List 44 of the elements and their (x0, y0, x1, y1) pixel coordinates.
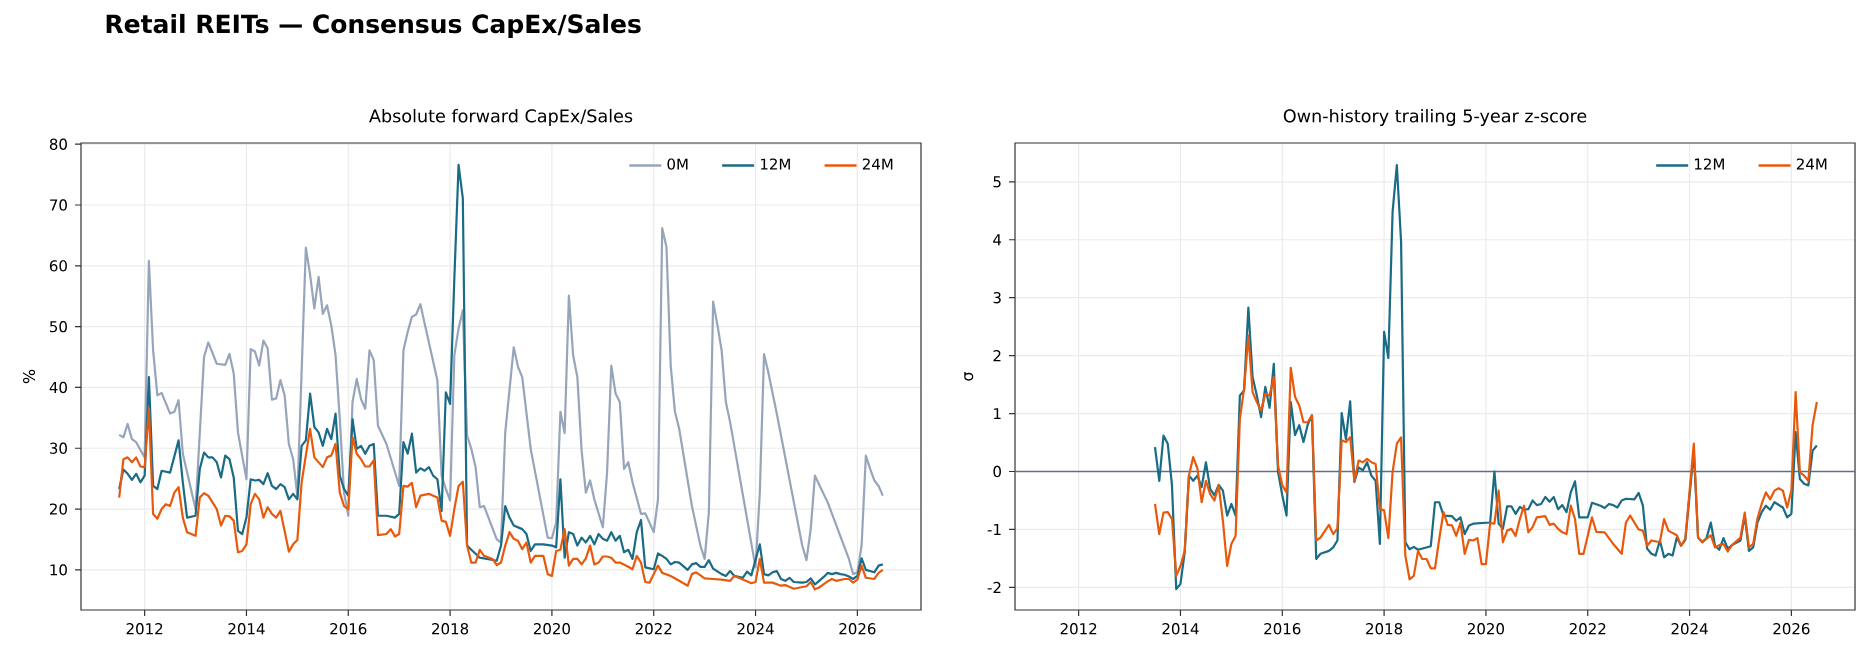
y-tick-label: 0 (993, 465, 1001, 478)
y-tick-label: 4 (993, 234, 1002, 246)
y-tick-label: 80 (49, 138, 67, 150)
y-tick-label: 10 (50, 564, 67, 576)
x-tick-label: 2022 (1569, 623, 1606, 635)
y-tick-label: -1 (987, 524, 1001, 535)
legend-label: 12M (1695, 158, 1724, 170)
y-tick-label: 60 (49, 260, 67, 272)
legend-label: 0M (667, 158, 688, 170)
y-tick-label: 1 (994, 408, 1001, 420)
x-tick-label: 2014 (1162, 623, 1199, 635)
y-tick-label: 50 (50, 320, 67, 333)
x-tick-label: 2018 (432, 623, 469, 635)
x-tick-label: 2014 (228, 623, 265, 635)
y-tick-label: 70 (50, 199, 67, 211)
y-tick-label: 2 (993, 350, 1001, 362)
text: Retail REITs — Consensus CapEx/Sales (106, 13, 641, 39)
chart-title: Own-history trailing 5-year z-score (1283, 108, 1587, 126)
x-tick-label: 2026 (1773, 623, 1810, 635)
x-tick-label: 2026 (839, 623, 876, 635)
y-tick-label: 5 (993, 176, 1001, 188)
y-axis-title: σ (964, 371, 974, 381)
x-tick-label: 2024 (737, 623, 774, 635)
y-tick-label: 40 (49, 381, 67, 394)
x-tick-label: 2012 (126, 623, 163, 635)
y-axis-title: % (23, 369, 36, 384)
legend-label: 24M (862, 158, 893, 170)
y-tick-label: 3 (993, 292, 1001, 304)
line-series (1153, 334, 1818, 581)
x-tick-label: 2024 (1671, 623, 1708, 635)
legend-label: 12M (761, 158, 790, 170)
legend-label: 24M (1796, 158, 1827, 170)
x-tick-label: 2016 (1264, 623, 1301, 635)
line-series (118, 227, 884, 576)
x-tick-label: 2016 (330, 623, 367, 635)
chart-title: Absolute forward CapEx/Sales (369, 108, 633, 126)
x-tick-label: 2018 (1366, 623, 1403, 635)
x-tick-label: 2020 (1467, 623, 1504, 635)
y-tick-label: 30 (49, 442, 67, 454)
y-tick-label: -2 (987, 581, 1001, 593)
x-tick-label: 2020 (533, 623, 570, 635)
x-tick-label: 2022 (635, 623, 672, 635)
x-tick-label: 2012 (1060, 623, 1097, 635)
y-tick-label: 20 (49, 503, 67, 515)
